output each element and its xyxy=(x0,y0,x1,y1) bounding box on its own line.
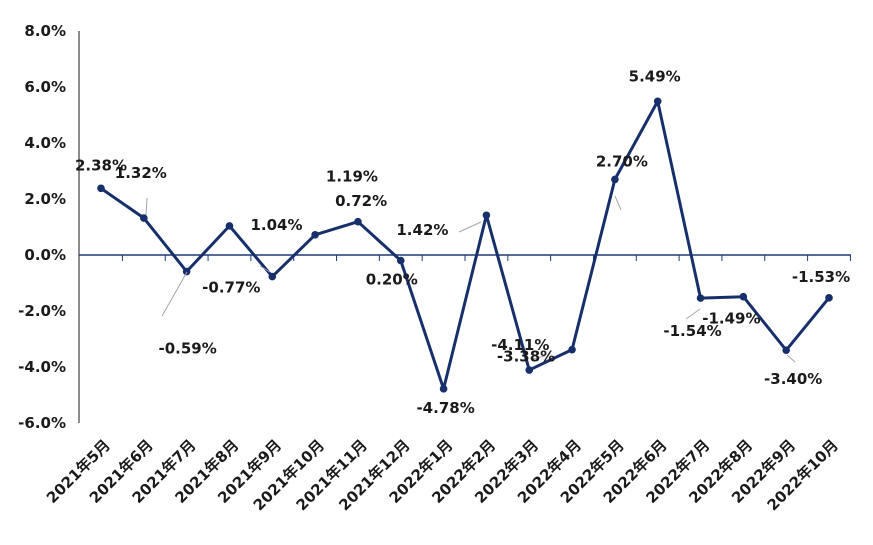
data-point xyxy=(311,231,319,239)
data-point xyxy=(396,256,405,265)
data-label: -4.11% xyxy=(491,336,549,354)
data-label: -0.59% xyxy=(159,340,217,358)
label-leader-line xyxy=(458,221,482,233)
y-tick-label: -4.0% xyxy=(18,358,66,376)
data-label: -1.53% xyxy=(792,268,850,286)
data-point xyxy=(97,184,105,193)
data-label: 1.19% xyxy=(326,168,378,186)
data-point xyxy=(482,211,491,220)
data-point xyxy=(825,294,833,302)
data-label: -4.78% xyxy=(416,399,474,417)
label-leader-line xyxy=(614,195,622,211)
y-tick-label: 4.0% xyxy=(24,134,66,152)
data-label: 5.49% xyxy=(629,67,681,85)
data-label: 1.42% xyxy=(396,221,448,239)
label-leader-line xyxy=(259,265,271,273)
data-point xyxy=(782,346,790,355)
data-point xyxy=(739,292,748,301)
y-tick-label: 8.0% xyxy=(24,22,66,40)
label-leader-line xyxy=(161,271,188,317)
data-point xyxy=(525,366,534,374)
label-leader-line xyxy=(532,355,546,360)
data-label: -3.38% xyxy=(497,348,555,366)
data-label: 0.72% xyxy=(335,192,387,210)
data-point xyxy=(225,222,234,230)
data-label: 1.04% xyxy=(250,216,302,234)
data-label: -3.40% xyxy=(764,370,822,388)
data-point xyxy=(653,97,662,106)
data-label: -1.49% xyxy=(702,310,760,328)
data-point xyxy=(696,294,705,302)
data-label: 0.20% xyxy=(366,271,418,289)
data-point xyxy=(354,217,362,226)
data-label: -0.77% xyxy=(202,279,260,297)
data-point xyxy=(268,272,277,281)
y-tick-label: 0.0% xyxy=(24,246,66,264)
label-leader-line xyxy=(786,354,796,363)
data-point xyxy=(182,267,191,276)
data-point xyxy=(439,385,448,393)
label-leader-line xyxy=(145,197,148,216)
y-tick-label: 6.0% xyxy=(24,78,66,96)
data-point xyxy=(140,214,148,222)
data-point xyxy=(568,345,576,354)
data-label: 2.38% xyxy=(75,156,127,174)
data-label: 2.70% xyxy=(596,152,648,170)
y-tick-label: -6.0% xyxy=(18,414,66,432)
data-label: 1.32% xyxy=(115,164,167,182)
label-leader-line xyxy=(685,308,701,320)
series-line xyxy=(100,99,831,391)
data-point xyxy=(611,175,619,184)
y-tick-label: -2.0% xyxy=(18,302,66,320)
y-tick-label: 2.0% xyxy=(24,190,66,208)
data-label: -1.54% xyxy=(663,322,721,340)
